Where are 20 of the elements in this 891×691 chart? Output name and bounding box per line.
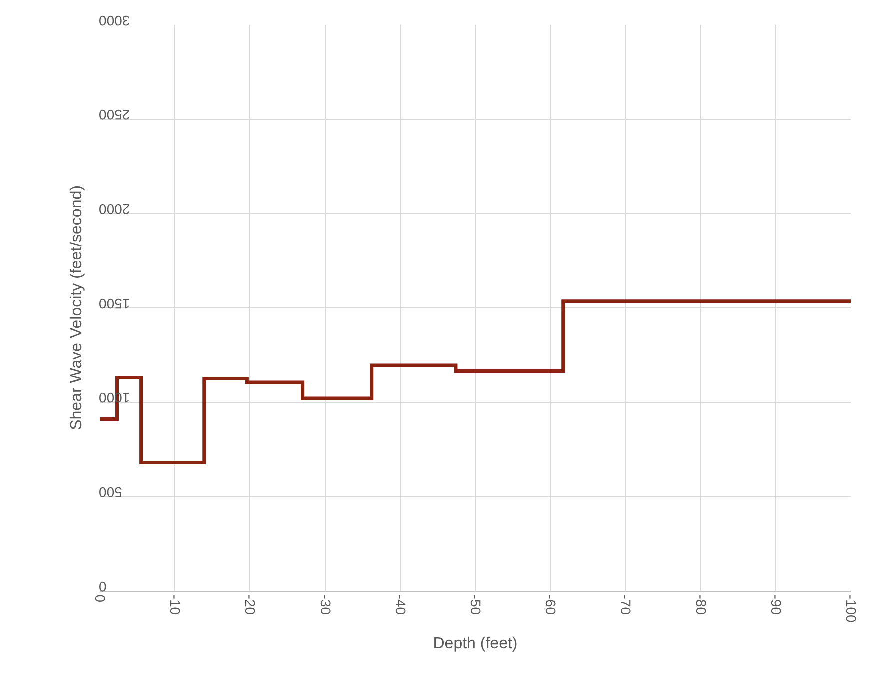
x-tick-label: -80 (693, 594, 710, 616)
x-tick-label: 0 (92, 594, 108, 603)
y-tick-label: 500 (98, 484, 122, 501)
y-axis-title: Shear Wave Velocity (feet/second) (68, 186, 86, 430)
x-tick-label: -10 (168, 594, 184, 616)
y-tick-label: 2500 (98, 107, 130, 124)
x-tick-label: -100 (843, 594, 860, 624)
x-tick-label: -40 (392, 594, 409, 616)
x-tick-label: -50 (468, 594, 484, 616)
y-tick-label: 1000 (98, 390, 130, 406)
y-tick-label: 3000 (98, 12, 130, 29)
x-tick-label: -70 (618, 594, 634, 616)
y-tick-label: 1500 (98, 296, 130, 312)
y-tick-label: 0 (98, 578, 107, 595)
x-tick-label: -30 (318, 594, 334, 616)
y-tick-label: 2000 (98, 202, 130, 218)
x-tick-label: -90 (768, 594, 784, 616)
x-tick-label: -20 (242, 594, 259, 616)
x-tick-label: -60 (543, 594, 560, 616)
x-axis-title: Depth (feet) (433, 636, 518, 653)
